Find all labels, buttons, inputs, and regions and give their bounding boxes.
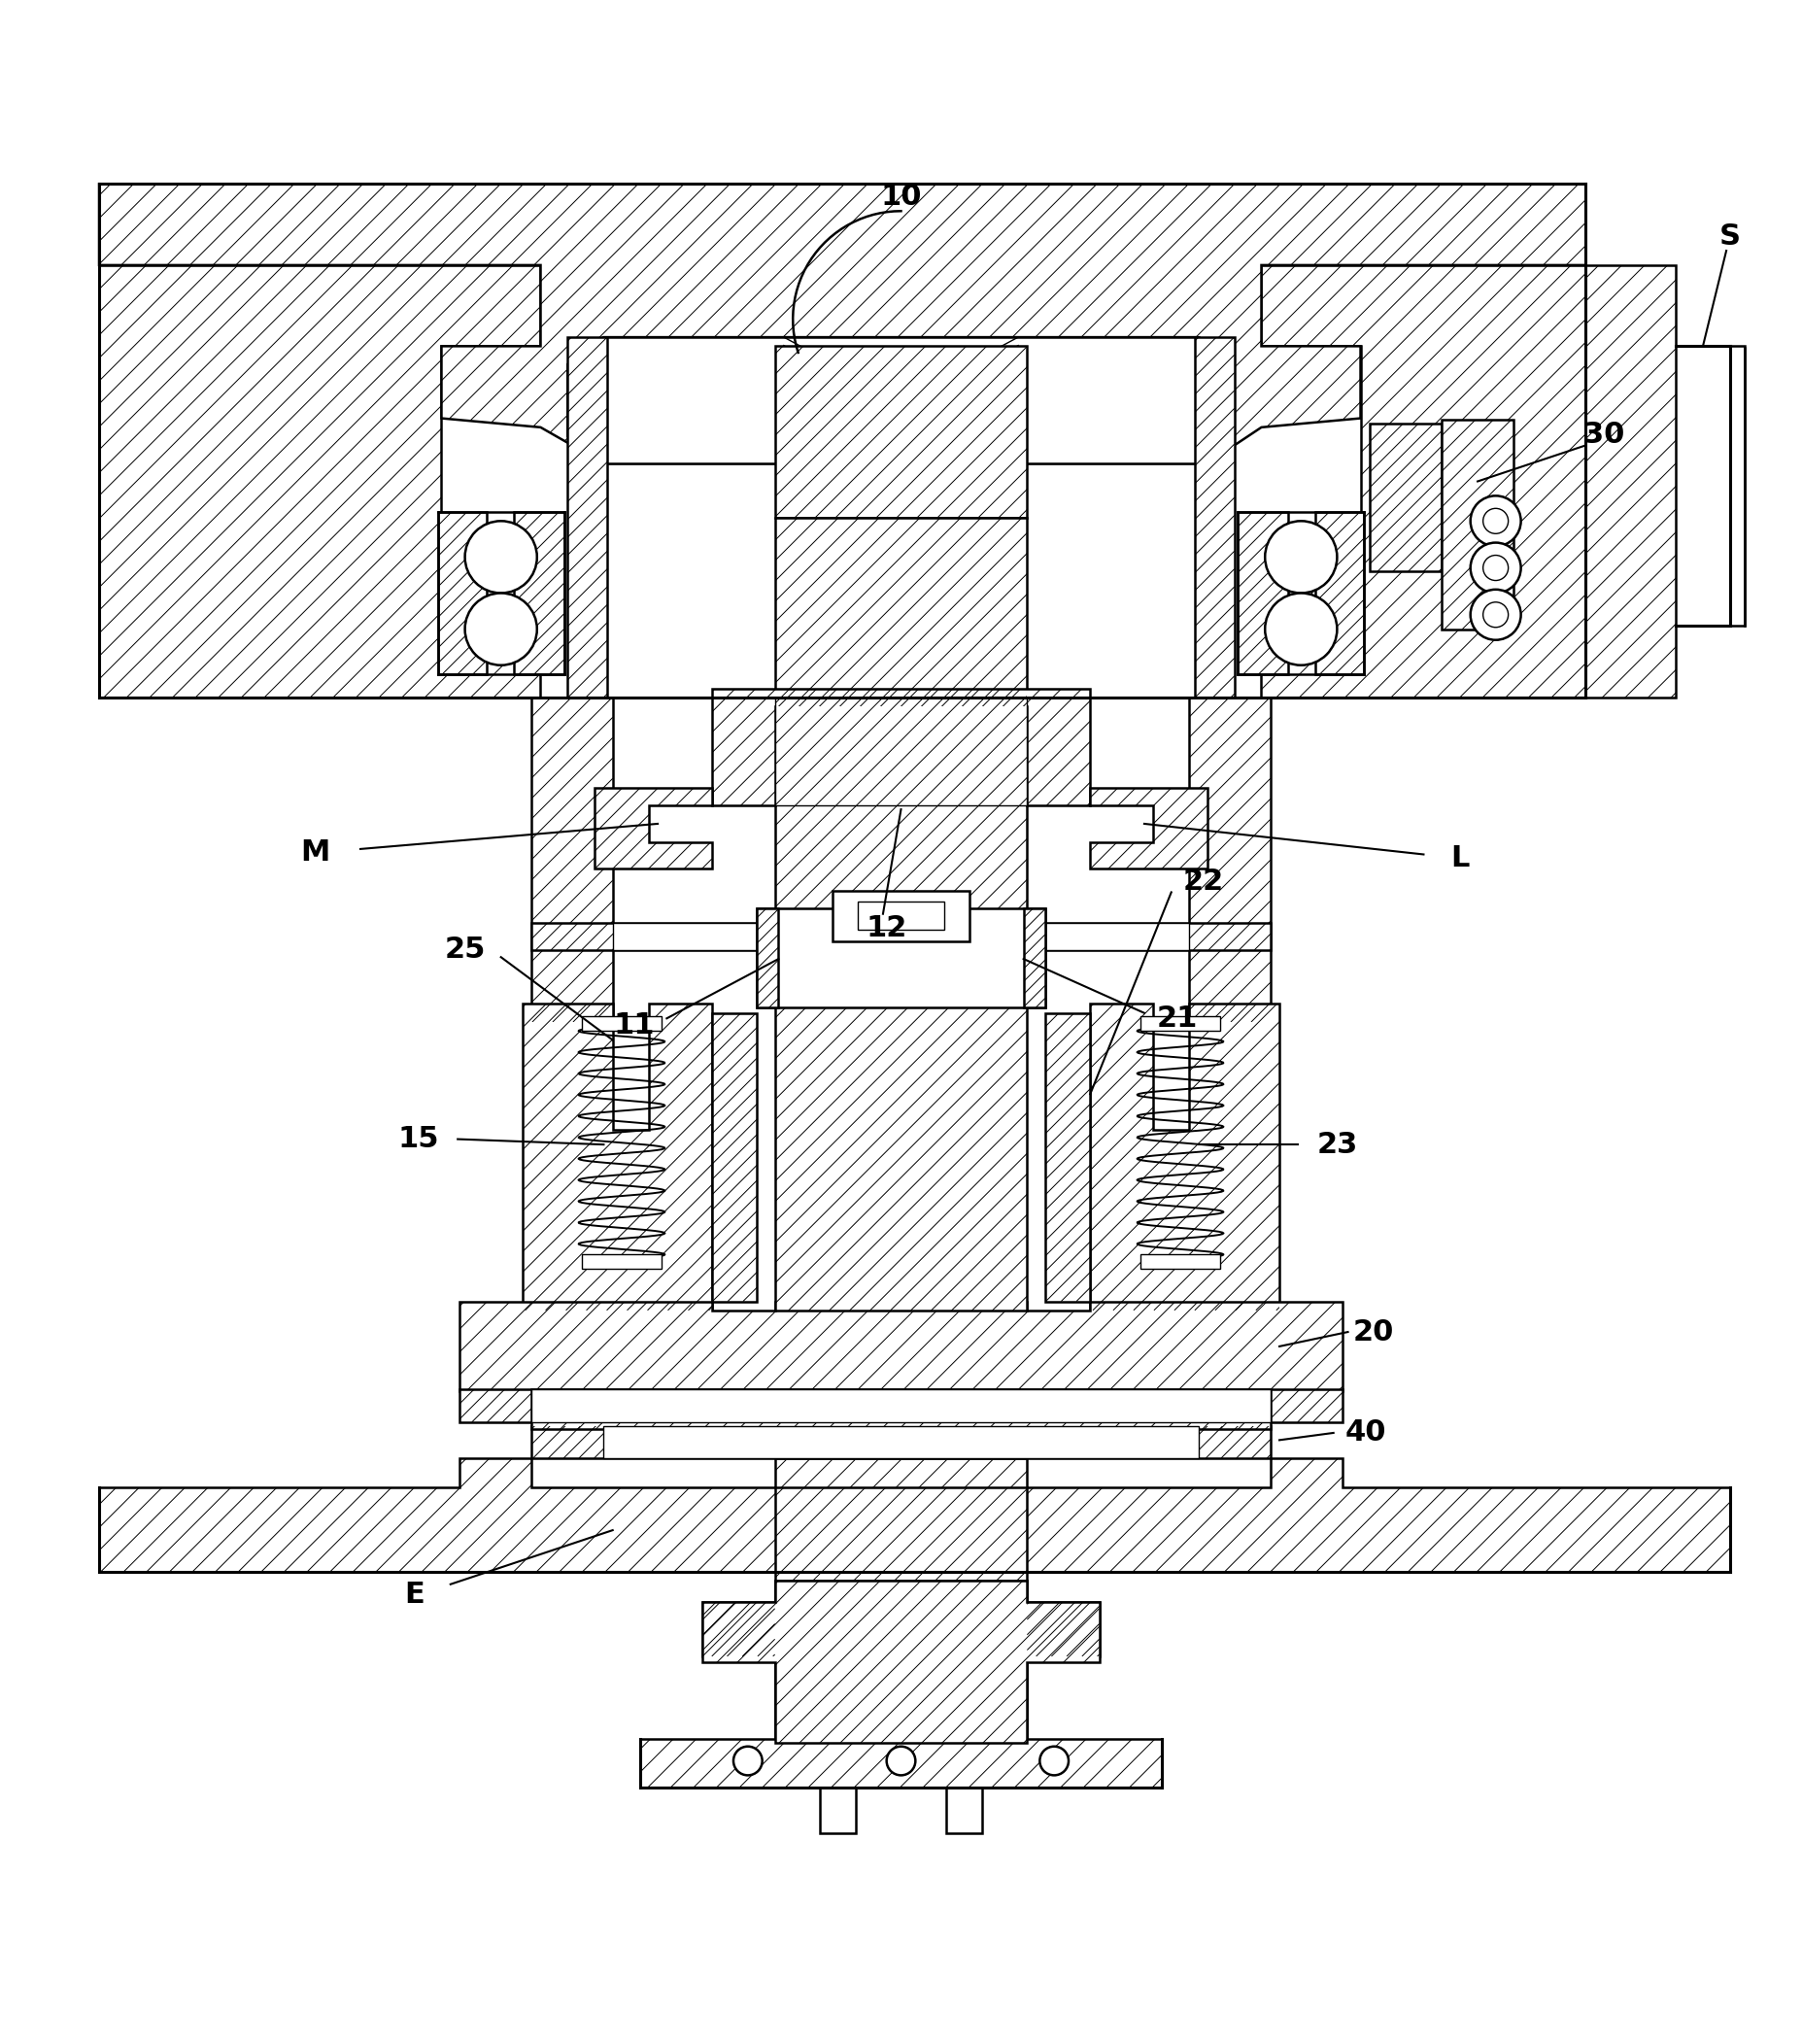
- Text: 22: 22: [1184, 867, 1224, 895]
- Polygon shape: [532, 697, 613, 1022]
- Polygon shape: [460, 1302, 1342, 1392]
- Polygon shape: [1370, 423, 1442, 572]
- Text: M: M: [301, 838, 330, 867]
- Circle shape: [733, 1746, 762, 1776]
- Polygon shape: [1195, 337, 1234, 697]
- Bar: [613, 924, 1189, 950]
- Polygon shape: [1045, 1014, 1090, 1302]
- Text: 20: 20: [1353, 1318, 1393, 1347]
- Circle shape: [465, 521, 537, 593]
- Polygon shape: [99, 184, 1586, 464]
- Polygon shape: [775, 517, 1027, 924]
- Polygon shape: [1027, 1602, 1099, 1656]
- Text: 11: 11: [614, 1012, 654, 1040]
- Circle shape: [1265, 521, 1337, 593]
- Bar: [1141, 1016, 1220, 1030]
- Polygon shape: [99, 266, 541, 697]
- Polygon shape: [514, 511, 564, 675]
- Text: 30: 30: [1584, 421, 1624, 448]
- Polygon shape: [532, 1390, 1270, 1429]
- Bar: [820, 1788, 856, 1833]
- Text: S: S: [1719, 223, 1741, 249]
- Polygon shape: [568, 337, 1234, 464]
- Polygon shape: [1189, 697, 1270, 1022]
- Circle shape: [1483, 603, 1508, 628]
- Polygon shape: [1090, 1004, 1279, 1310]
- Polygon shape: [568, 337, 607, 697]
- Bar: [946, 1788, 982, 1833]
- Polygon shape: [1024, 908, 1045, 1008]
- Circle shape: [465, 593, 537, 664]
- Bar: [532, 1390, 1270, 1423]
- Polygon shape: [99, 1457, 1730, 1572]
- Bar: [757, 908, 1045, 1008]
- Polygon shape: [703, 1580, 1099, 1744]
- Bar: [858, 901, 944, 930]
- Bar: [582, 1016, 661, 1030]
- Polygon shape: [640, 1739, 1162, 1788]
- Bar: [604, 337, 1198, 464]
- Text: E: E: [404, 1580, 425, 1609]
- Polygon shape: [438, 511, 487, 675]
- Circle shape: [1040, 1746, 1069, 1776]
- Polygon shape: [775, 345, 1027, 517]
- Polygon shape: [1238, 511, 1288, 675]
- Polygon shape: [595, 787, 712, 869]
- Circle shape: [1483, 556, 1508, 580]
- Text: 12: 12: [867, 914, 906, 942]
- Circle shape: [1470, 589, 1521, 640]
- Text: 40: 40: [1346, 1419, 1386, 1447]
- Bar: [1676, 345, 1744, 625]
- Text: L: L: [1451, 844, 1469, 873]
- Bar: [582, 1255, 661, 1269]
- Bar: [604, 1425, 1198, 1457]
- Circle shape: [887, 1746, 915, 1776]
- Text: 21: 21: [1157, 1004, 1197, 1032]
- Text: 23: 23: [1317, 1130, 1357, 1159]
- Polygon shape: [460, 1390, 1342, 1423]
- Polygon shape: [532, 924, 1270, 950]
- Polygon shape: [703, 1602, 775, 1656]
- Polygon shape: [1442, 421, 1514, 630]
- Polygon shape: [757, 908, 778, 1008]
- Polygon shape: [1586, 266, 1730, 697]
- Circle shape: [1470, 497, 1521, 546]
- Polygon shape: [1090, 787, 1207, 869]
- Circle shape: [1265, 593, 1337, 664]
- Bar: [833, 891, 969, 940]
- Circle shape: [1470, 542, 1521, 593]
- Polygon shape: [532, 1425, 1270, 1457]
- Text: 25: 25: [445, 936, 485, 965]
- Text: 10: 10: [881, 182, 921, 211]
- Circle shape: [1483, 509, 1508, 533]
- Polygon shape: [775, 1004, 1027, 1310]
- Text: 15: 15: [398, 1124, 438, 1153]
- Polygon shape: [712, 1014, 757, 1302]
- Polygon shape: [712, 689, 1090, 805]
- Bar: [775, 697, 1027, 805]
- Polygon shape: [1261, 266, 1586, 697]
- Polygon shape: [523, 1004, 712, 1310]
- Polygon shape: [1315, 511, 1364, 675]
- Polygon shape: [775, 1486, 1027, 1744]
- Bar: [1141, 1255, 1220, 1269]
- Polygon shape: [775, 1580, 1027, 1744]
